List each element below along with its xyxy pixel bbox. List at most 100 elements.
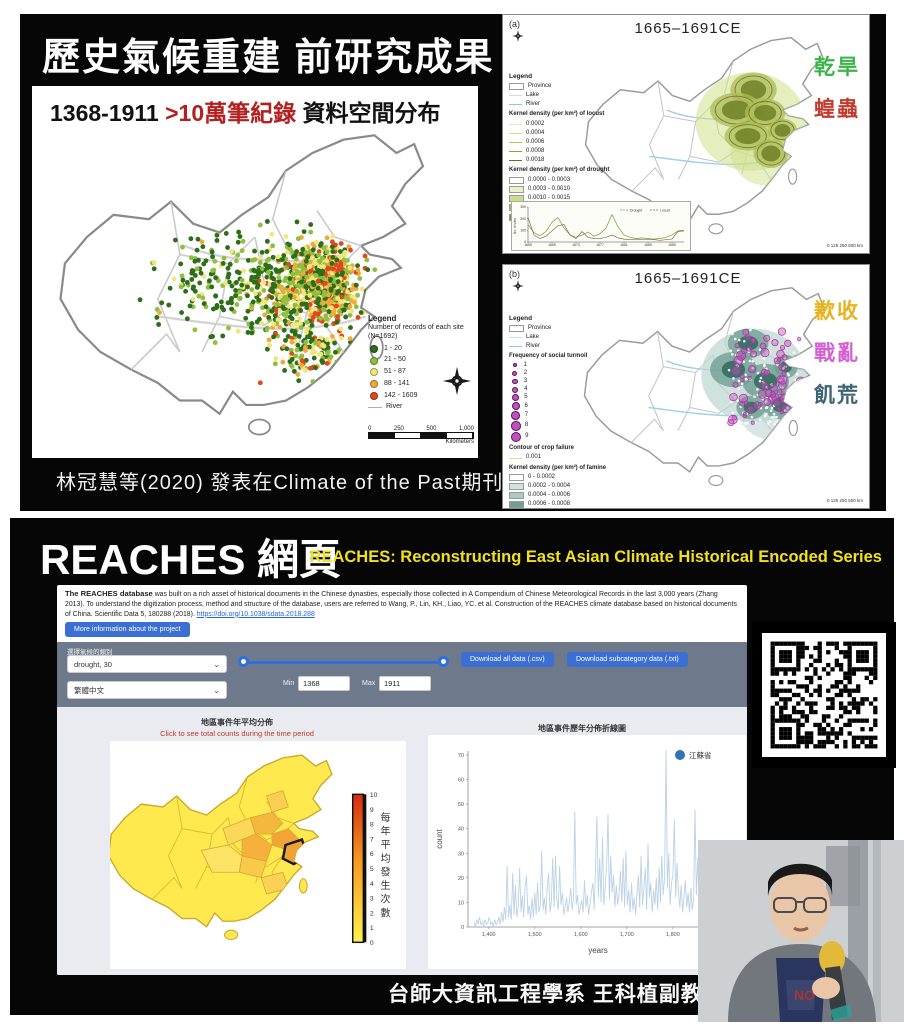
svg-text:生: 生 [381, 879, 391, 892]
svg-text:2: 2 [370, 910, 374, 917]
more-info-button[interactable]: More information about the project [65, 622, 190, 637]
slider-track[interactable] [240, 661, 447, 664]
database-intro-text: The REACHES database was built on a rich… [65, 589, 737, 618]
language-select[interactable]: 繁體中文 ⌄ [67, 681, 227, 699]
compass-rose-icon [512, 30, 524, 42]
legend-swatch-icon [509, 492, 524, 500]
svg-text:數: 數 [381, 906, 391, 919]
svg-text:7: 7 [370, 836, 374, 843]
legend-swatch-icon [509, 473, 524, 481]
keyword-label: 戰亂 [814, 342, 860, 365]
legend-class-row: 1 - 20 [368, 345, 476, 354]
legend-line-icon [509, 132, 522, 134]
top-slide-panel: 歷史氣候重建 前研究成果 1368-1911 >10萬筆紀錄 資料空間分布 Le… [20, 14, 886, 511]
legend-swatch-icon [509, 185, 524, 193]
heading-years: 1368-1911 [50, 100, 166, 126]
records-distribution-map [59, 134, 425, 436]
min-year-input[interactable] [298, 676, 350, 691]
year-range-slider[interactable] [238, 655, 449, 669]
svg-text:1665: 1665 [524, 243, 532, 247]
map-a-panel: (a) 1665–1691CE Legend Province Lake River K… [502, 14, 870, 254]
legend-swatch-icon [509, 501, 524, 508]
turmoil-dot-icon [511, 421, 521, 431]
download-txt-button[interactable]: Download subcategory data (.txt) [567, 652, 688, 667]
category-select[interactable]: drought, 30 ⌄ [67, 655, 227, 673]
legend-line-icon [509, 104, 522, 106]
legend-class-row: 88 - 141 [368, 380, 476, 389]
svg-text:發: 發 [381, 865, 391, 878]
svg-text:江蘇省: 江蘇省 [689, 750, 712, 760]
keyword-label: 蝗蟲 [814, 98, 860, 121]
svg-text:1681: 1681 [620, 243, 628, 247]
turmoil-dot-icon [512, 378, 518, 385]
legend-n: (N=1692) [368, 332, 398, 340]
svg-text:1673: 1673 [572, 243, 580, 247]
map-a-legend: Legend Province Lake River Kernel density (p… [509, 73, 610, 221]
scale-bar: 0 250 500 1,000 Kilometers [368, 426, 474, 445]
legend-line-icon [509, 151, 522, 153]
chevron-down-icon: ⌄ [213, 659, 220, 669]
map-a-figure [584, 36, 824, 235]
slider-handle-min[interactable] [238, 656, 249, 667]
choropleth-map-card[interactable]: 0 1 2 3 4 5 6 7 8 9 10 每年平均發生次數 [110, 741, 406, 969]
legend-class-row: 21 - 50 [368, 356, 476, 365]
svg-text:9: 9 [370, 807, 374, 814]
map-b-letter: (b) [509, 269, 520, 279]
presenter-caption: 台師大資訊工程學系 王科植副教授 [388, 983, 725, 1006]
turmoil-dot-icon [511, 386, 519, 393]
svg-text:0: 0 [461, 925, 464, 931]
svg-text:1,800: 1,800 [666, 932, 680, 938]
svg-text:8: 8 [370, 822, 374, 829]
svg-text:20: 20 [458, 876, 464, 882]
svg-text:次: 次 [381, 893, 391, 906]
download-csv-button[interactable]: Download all data (.csv) [461, 652, 554, 667]
controls-bar: 選擇氣候的類別 drought, 30⌄ 繁體中文⌄ Min Max Downl… [57, 642, 747, 707]
legend-line-icon [509, 457, 522, 459]
legend-dot-icon [370, 380, 378, 389]
max-year-input[interactable] [379, 676, 431, 691]
legend-subtitle: Number of records of each site [368, 324, 464, 331]
qr-code-icon [762, 633, 886, 757]
svg-text:5: 5 [370, 866, 374, 873]
svg-text:No. of sites: No. of sites [513, 218, 517, 234]
legend-class-row: 142 - 1609 [368, 392, 476, 401]
svg-text:0: 0 [370, 940, 374, 947]
svg-text:count: count [435, 828, 444, 848]
legend-dot-icon [370, 391, 378, 400]
svg-text:平: 平 [381, 840, 391, 851]
legend-line-icon [509, 337, 522, 339]
map-b-figure [583, 286, 825, 487]
keyword-label: 乾旱 [814, 56, 860, 79]
legend-dot-icon [370, 356, 378, 365]
reaches-subtitle: REACHES: Reconstructing East Asian Clima… [309, 548, 882, 566]
svg-text:100: 100 [520, 229, 526, 233]
slider-handle-max[interactable] [438, 656, 449, 667]
legend-line-icon [509, 142, 522, 144]
reaches-title: REACHES 網頁 [40, 536, 342, 583]
turmoil-dot-icon [512, 370, 518, 376]
svg-text:1689: 1689 [668, 243, 676, 247]
doi-link[interactable]: https://doi.org/10.1038/sdata.2018.288 [196, 610, 315, 618]
map-a-title: 1665–1691CE [634, 20, 742, 37]
map-chart-hint: Click to see total counts during the tim… [160, 729, 314, 738]
svg-text:50: 50 [458, 802, 464, 808]
keyword-label: 飢荒 [814, 384, 860, 407]
legend-dot-icon [370, 368, 378, 377]
svg-text:1677: 1677 [596, 243, 604, 247]
line-chart-title: 地區事件歷年分佈折線圖 [538, 724, 626, 733]
legend-class-row: 51 - 87 [368, 368, 476, 377]
publication-caption: 林冠慧等(2020) 發表在Climate of the Past期刊 [56, 472, 504, 494]
svg-text:1,700: 1,700 [620, 932, 634, 938]
svg-text:70: 70 [458, 753, 464, 759]
compass-rose-icon [512, 280, 524, 292]
drought-locust-inset-chart: 0 100 200 300 1665 1669 1673 1677 1681 1685 1689 No… [511, 201, 691, 251]
charts-area: 地區事件年平均分佈 Click to see total counts duri… [57, 707, 747, 975]
map-b-legend: Legend Province Lake River Frequency of soci… [509, 315, 629, 508]
svg-text:10: 10 [370, 792, 378, 799]
svg-text:6: 6 [370, 851, 374, 858]
yearly-line-chart: 0 10 20 30 40 50 60 70 1,400 1,500 1,600 1,700 1,800… [435, 750, 728, 955]
svg-text:1669: 1669 [548, 243, 556, 247]
svg-text:4: 4 [370, 881, 374, 888]
legend-line-icon [509, 160, 522, 162]
